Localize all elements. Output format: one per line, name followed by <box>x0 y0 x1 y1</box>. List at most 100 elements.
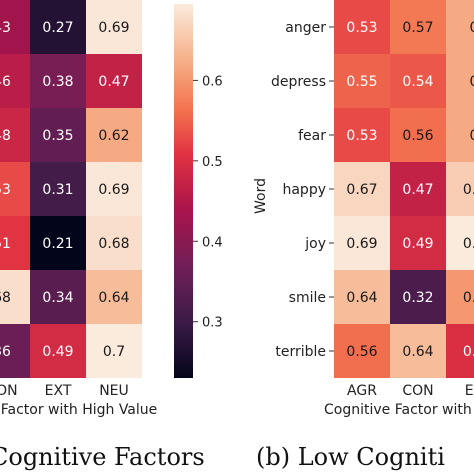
high-cell <box>0 324 30 378</box>
low-cell-label: 0.64 <box>402 344 433 360</box>
low-row-tick: smile <box>289 290 326 306</box>
low-cell <box>390 0 446 54</box>
low-row-tick: depress <box>271 74 326 90</box>
low-cell <box>334 216 390 270</box>
low-cell <box>446 324 474 378</box>
low-cell-label: 0 <box>470 128 474 144</box>
low-cell-label: 0.67 <box>346 182 377 198</box>
high-column-tick: NEU <box>99 383 129 399</box>
high-cell <box>0 162 30 216</box>
low-cell <box>334 54 390 108</box>
high-cell-label: 48 <box>0 128 11 144</box>
high-cell-label: 0.34 <box>42 290 73 306</box>
colorbar: 0.3 0.4 0.5 0.6 <box>174 4 223 378</box>
low-cell <box>390 216 446 270</box>
colorbar-gradient <box>174 4 193 378</box>
high-cell-label: 51 <box>0 236 11 252</box>
low-cell <box>446 54 474 108</box>
high-cell <box>30 324 86 378</box>
low-cell-label: 0.55 <box>346 74 377 90</box>
low-row-tick: terrible <box>275 344 326 360</box>
high-cell-label: 46 <box>0 74 11 90</box>
high-cell-label: 0.68 <box>98 236 129 252</box>
low-cell-label: 0.57 <box>402 20 433 36</box>
low-cell <box>390 108 446 162</box>
low-cell <box>446 216 474 270</box>
low-cell-label: 0.53 <box>346 128 377 144</box>
high-cell-label: 0.31 <box>42 182 73 198</box>
low-column-tick: AGR <box>347 383 377 399</box>
high-cell-label: 0.47 <box>98 74 129 90</box>
high-cell-label: 0.38 <box>42 74 73 90</box>
high-cell <box>86 216 142 270</box>
low-row-tick: happy <box>282 182 326 198</box>
high-cell <box>30 108 86 162</box>
high-cell-label: 0.62 <box>98 128 129 144</box>
low-cell <box>446 0 474 54</box>
low-cell <box>446 108 474 162</box>
heatmap-low-factors: 0.53 0.57 0 0.55 0.54 0 0.53 0.56 0 0.67 0.47 0.6 0.… <box>271 0 474 399</box>
high-cell-label: 0.49 <box>42 344 73 360</box>
low-cell <box>390 324 446 378</box>
high-cell <box>0 0 30 54</box>
low-cell <box>334 162 390 216</box>
high-cell-label: 0.69 <box>98 182 129 198</box>
low-cell <box>334 270 390 324</box>
low-row-tick: anger <box>285 20 326 36</box>
low-cell-label: 0.56 <box>346 344 377 360</box>
panel-b-caption: (b) Low Cogniti <box>256 443 445 471</box>
high-cell <box>86 0 142 54</box>
low-cell-label: 0.54 <box>402 74 433 90</box>
low-cell <box>390 54 446 108</box>
colorbar-tick-label: 0.5 <box>202 155 223 170</box>
high-cell <box>30 216 86 270</box>
high-column-tick: CON <box>0 383 18 399</box>
high-cell-label: 0.7 <box>103 344 125 360</box>
low-cell <box>446 162 474 216</box>
high-cell <box>30 162 86 216</box>
high-cell <box>0 216 30 270</box>
low-cell <box>334 324 390 378</box>
high-cell-label: 43 <box>0 20 11 36</box>
high-cell <box>30 270 86 324</box>
high-cell <box>30 0 86 54</box>
high-cell <box>86 270 142 324</box>
colorbar-tick-label: 0.4 <box>202 235 223 250</box>
high-cell <box>30 54 86 108</box>
high-cell-label: 0.21 <box>42 236 73 252</box>
low-cell-label: 0.69 <box>346 236 377 252</box>
high-cell <box>86 108 142 162</box>
low-cell-label: 0.32 <box>402 290 433 306</box>
high-cell <box>86 324 142 378</box>
low-cell <box>390 270 446 324</box>
high-cell <box>0 54 30 108</box>
colorbar-tick-label: 0.3 <box>202 316 223 331</box>
low-column-tick: EX <box>465 383 474 399</box>
panel-b-ylabel: Word <box>253 178 269 214</box>
low-cell-label: 0.6 <box>463 182 474 198</box>
panel-a-caption: Cognitive Factors <box>0 443 205 471</box>
low-cell-label: 0 <box>470 74 474 90</box>
panel-b-xlabel: Cognitive Factor with <box>324 402 472 418</box>
low-cell-label: 0.56 <box>402 128 433 144</box>
panel-a-xlabel: Factor with High Value <box>1 402 158 418</box>
low-row-tick: fear <box>298 128 326 144</box>
heatmap-high-factors: 43 0.27 0.69 46 0.38 0.47 48 0.35 0.62 53 0.31 0.69… <box>0 0 142 399</box>
low-cell-label: 0.6 <box>463 290 474 306</box>
low-cell-label: 0.49 <box>402 236 433 252</box>
low-cell-label: 0.7 <box>463 236 474 252</box>
high-column-tick: EXT <box>45 383 72 399</box>
low-cell-label: 0.53 <box>346 20 377 36</box>
low-column-tick: CON <box>402 383 433 399</box>
high-cell-label: 0.35 <box>42 128 73 144</box>
low-cell <box>446 270 474 324</box>
low-cell <box>390 162 446 216</box>
high-cell-label: 68 <box>0 290 11 306</box>
colorbar-tick-label: 0.6 <box>202 74 223 89</box>
low-row-tick: joy <box>304 236 326 252</box>
high-cell <box>86 162 142 216</box>
high-cell-label: 36 <box>0 344 11 360</box>
high-cell-label: 53 <box>0 182 11 198</box>
high-cell <box>0 270 30 324</box>
